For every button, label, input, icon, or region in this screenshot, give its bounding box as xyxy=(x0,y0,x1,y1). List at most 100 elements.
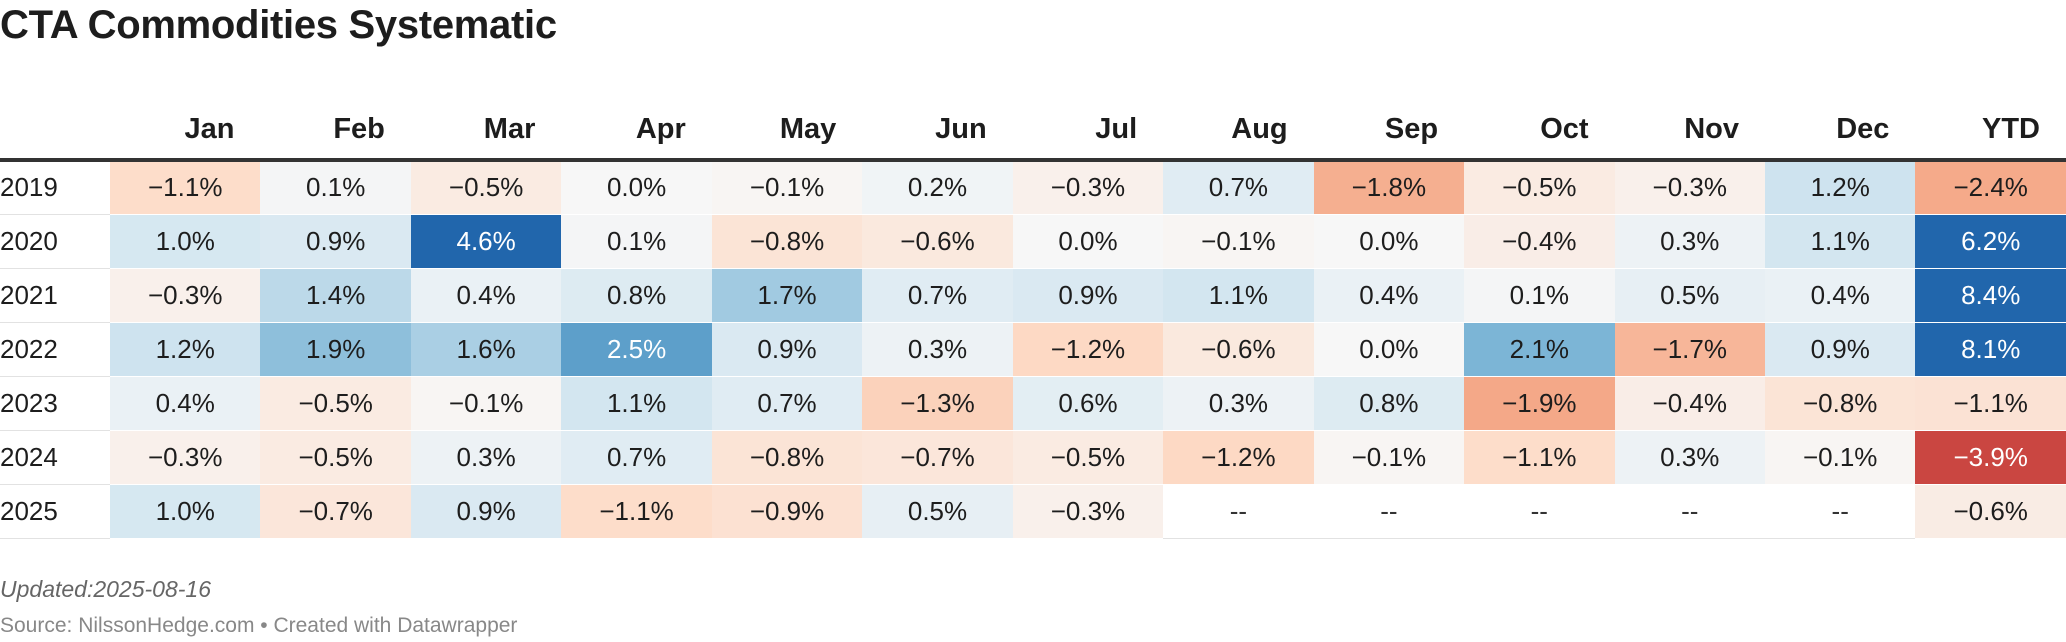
heatmap-cell: 0.4% xyxy=(1764,268,1916,323)
table-row: 2022 1.2% 1.9% 1.6% 2.5% 0.9% 0.3% −1.2% −0.6% 0.… xyxy=(0,322,2066,377)
heatmap-cell: −0.5% xyxy=(410,160,562,215)
heatmap-cell: −1.2% xyxy=(1163,430,1314,485)
heatmap-cell: 0.2% xyxy=(862,160,1013,215)
heatmap-cell: 0.7% xyxy=(862,268,1013,323)
column-header-ytd: YTD xyxy=(1915,96,2066,162)
ytd-cell: −1.1% xyxy=(1915,376,2066,431)
heatmap-cell: −0.5% xyxy=(260,430,411,485)
heatmap-cell: 0.0% xyxy=(1313,322,1465,377)
heatmap-cell: 0.1% xyxy=(260,160,411,215)
heatmap-cell: −0.7% xyxy=(260,484,411,539)
table-row: 2019 −1.1% 0.1% −0.5% 0.0% −0.1% 0.2% −0.3% 0.7%… xyxy=(0,160,2066,215)
column-header-jun: Jun xyxy=(862,96,1013,162)
column-header-jul: Jul xyxy=(1012,96,1164,162)
heatmap-cell: 1.2% xyxy=(1764,160,1916,215)
row-label-year: 2022 xyxy=(0,322,110,377)
row-label-year: 2019 xyxy=(0,160,110,215)
column-header-mar: Mar xyxy=(410,96,562,162)
heatmap-cell: −0.3% xyxy=(1614,160,1765,215)
heatmap-cell: −0.1% xyxy=(1764,430,1916,485)
heatmap-cell: −0.3% xyxy=(1012,160,1164,215)
header-row: Jan Feb Mar Apr May Jun Jul Aug Sep Oct Nov Dec YTD xyxy=(0,96,2066,162)
heatmap-cell: −1.1% xyxy=(110,160,261,215)
heatmap-cell: 2.1% xyxy=(1464,322,1615,377)
heatmap-cell: 0.5% xyxy=(862,484,1013,539)
heatmap-cell: 4.6% xyxy=(410,214,562,269)
heatmap-cell: 0.6% xyxy=(1012,376,1164,431)
ytd-cell: −3.9% xyxy=(1915,430,2066,485)
column-header-oct: Oct xyxy=(1464,96,1615,162)
table-row: 2020 1.0% 0.9% 4.6% 0.1% −0.8% −0.6% 0.0% −0.1% 0… xyxy=(0,214,2066,269)
column-header-dec: Dec xyxy=(1764,96,1916,162)
column-header-aug: Aug xyxy=(1163,96,1314,162)
table-row: 2023 0.4% −0.5% −0.1% 1.1% 0.7% −1.3% 0.6% 0.3% 0… xyxy=(0,376,2066,431)
heatmap-table: Jan Feb Mar Apr May Jun Jul Aug Sep Oct Nov Dec YTD … xyxy=(0,96,2066,539)
heatmap-cell: 0.9% xyxy=(410,484,562,539)
row-label-year: 2025 xyxy=(0,484,110,539)
chart-title: CTA Commodities Systematic xyxy=(0,3,557,47)
row-label-year: 2023 xyxy=(0,376,110,431)
heatmap-cell: 0.9% xyxy=(1764,322,1916,377)
heatmap-cell: 0.7% xyxy=(561,430,712,485)
heatmap-cell: −0.1% xyxy=(1313,430,1465,485)
heatmap-cell: 0.4% xyxy=(110,376,261,431)
column-header-may: May xyxy=(711,96,863,162)
heatmap-cell: −0.8% xyxy=(711,430,863,485)
heatmap-cell: 1.7% xyxy=(711,268,863,323)
heatmap-cell: 0.5% xyxy=(1614,268,1765,323)
column-header-jan: Jan xyxy=(110,96,261,162)
heatmap-cell: −0.1% xyxy=(711,160,863,215)
table-row: 2025 1.0% −0.7% 0.9% −1.1% −0.9% 0.5% −0.3% -- --… xyxy=(0,484,2066,539)
heatmap-cell: 0.7% xyxy=(711,376,863,431)
heatmap-cell: −0.3% xyxy=(110,268,261,323)
heatmap-cell: 2.5% xyxy=(561,322,712,377)
heatmap-cell: 0.9% xyxy=(260,214,411,269)
heatmap-cell: −1.7% xyxy=(1614,322,1765,377)
heatmap-cell: −0.3% xyxy=(110,430,261,485)
ytd-cell: 8.1% xyxy=(1915,322,2066,377)
heatmap-body: 2019 −1.1% 0.1% −0.5% 0.0% −0.1% 0.2% −0.3% 0.7%… xyxy=(0,160,2066,539)
column-header-feb: Feb xyxy=(260,96,411,162)
heatmap-cell: −0.8% xyxy=(711,214,863,269)
heatmap-cell: -- xyxy=(1464,484,1615,539)
heatmap-cell: −0.9% xyxy=(711,484,863,539)
ytd-cell: 8.4% xyxy=(1915,268,2066,323)
heatmap-cell: 0.9% xyxy=(711,322,863,377)
updated-note: Updated:2025-08-16 xyxy=(0,576,211,602)
ytd-cell: −0.6% xyxy=(1915,484,2066,539)
heatmap-cell: 0.0% xyxy=(1313,214,1465,269)
heatmap-cell: 0.9% xyxy=(1012,268,1164,323)
ytd-cell: 6.2% xyxy=(1915,214,2066,269)
heatmap-cell: −1.2% xyxy=(1012,322,1164,377)
heatmap-cell: −0.5% xyxy=(1464,160,1615,215)
heatmap-cell: 0.8% xyxy=(1313,376,1465,431)
heatmap-cell: 0.4% xyxy=(410,268,562,323)
heatmap-cell: −0.1% xyxy=(1163,214,1314,269)
heatmap-cell: −0.6% xyxy=(1163,322,1314,377)
row-label-year: 2020 xyxy=(0,214,110,269)
heatmap-cell: -- xyxy=(1163,484,1314,539)
heatmap-cell: −0.3% xyxy=(1012,484,1164,539)
heatmap-cell: −0.1% xyxy=(410,376,562,431)
heatmap-cell: 0.0% xyxy=(1012,214,1164,269)
heatmap-cell: 0.3% xyxy=(1163,376,1314,431)
column-header-nov: Nov xyxy=(1614,96,1765,162)
heatmap-cell: 1.6% xyxy=(410,322,562,377)
heatmap-cell: −1.3% xyxy=(862,376,1013,431)
heatmap-cell: 0.4% xyxy=(1313,268,1465,323)
heatmap-cell: −0.4% xyxy=(1464,214,1615,269)
heatmap-cell: 0.8% xyxy=(561,268,712,323)
heatmap-cell: 1.0% xyxy=(110,214,261,269)
heatmap-cell: 1.2% xyxy=(110,322,261,377)
table-row: 2021 −0.3% 1.4% 0.4% 0.8% 1.7% 0.7% 0.9% 1.1% 0.4… xyxy=(0,268,2066,323)
row-label-year: 2021 xyxy=(0,268,110,323)
table-row: 2024 −0.3% −0.5% 0.3% 0.7% −0.8% −0.7% −0.5% −1.… xyxy=(0,430,2066,485)
heatmap-cell: -- xyxy=(1614,484,1765,539)
heatmap-cell: -- xyxy=(1764,484,1916,539)
heatmap-cell: 1.1% xyxy=(1163,268,1314,323)
heatmap-cell: 0.3% xyxy=(1614,430,1765,485)
header-corner xyxy=(0,96,110,162)
heatmap-cell: −0.6% xyxy=(862,214,1013,269)
heatmap-cell: −1.8% xyxy=(1313,160,1465,215)
heatmap-cell: 0.3% xyxy=(1614,214,1765,269)
